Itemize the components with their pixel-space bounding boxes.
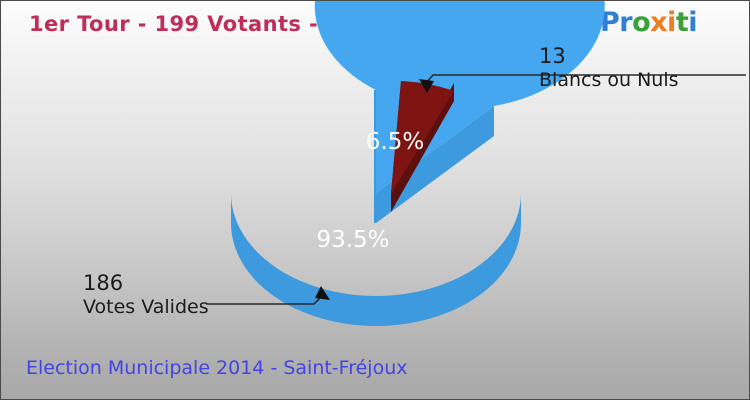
callout-blancs-ou-nuls: 13 Blancs ou Nuls [539,44,679,92]
chart-footer-caption: Election Municipale 2014 - Saint-Fréjoux [26,357,408,379]
callout-votes-valides: 186 Votes Valides [83,271,209,319]
pie-slice-votes-valides [231,1,605,326]
callout-valides-caption: Votes Valides [83,296,209,318]
pie-slice-votes-valides-cut-right [376,106,494,223]
pie-slice-blancs-ou-nuls [391,81,454,212]
pie-slice-votes-valides-top [314,1,605,193]
callout-valides-value: 186 [83,271,124,295]
callout-blancs-caption: Blancs ou Nuls [539,69,679,91]
logo-letter-o: o [632,7,651,38]
logo-letter-t: t [675,7,689,38]
logo-letter-i-1: i [667,7,676,38]
pie-slice-votes-valides-cut-left [374,90,376,223]
pie-slice-votes-valides-side [231,193,521,326]
logo-letter-r: r [619,7,633,38]
logo-letter-p: P [599,7,620,38]
logo-letter-i-2: i [688,7,697,38]
slice-percent-valides: 93.5% [316,227,389,253]
pie-slice-blancs-ou-nuls-top [391,81,454,194]
logo-letter-x: x [650,7,668,38]
proxiti-logo[interactable]: Proxiti [599,7,698,38]
callout-line-blancs [419,74,746,93]
slice-percent-blancs: 6.5% [366,129,424,155]
callout-blancs-value: 13 [539,44,566,68]
callout-line-valides [206,286,330,305]
